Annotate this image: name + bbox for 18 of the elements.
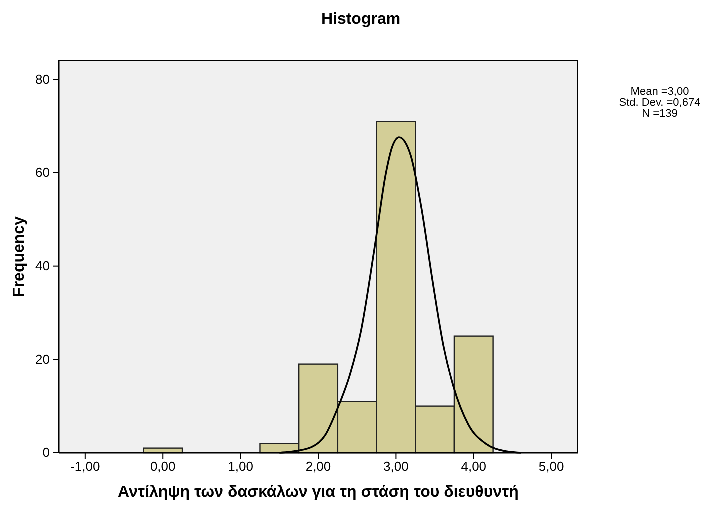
x-tick-label: 1,00: [228, 459, 254, 474]
x-tick-label: 2,00: [306, 459, 332, 474]
y-axis-title: Frequency: [11, 216, 28, 298]
y-tick-label: 20: [36, 352, 50, 367]
y-tick-label: 60: [36, 165, 50, 180]
text: Std. Dev. =0,674: [619, 97, 701, 109]
x-tick-label: 4,00: [461, 459, 487, 474]
x-tick-label: 0,00: [150, 459, 176, 474]
y-tick-label: 40: [36, 258, 50, 274]
text: N =139: [642, 108, 678, 120]
text: Mean =3,00: [630, 86, 690, 98]
y-tick-label: 0: [42, 445, 50, 460]
x-tick-label: 5,00: [538, 459, 564, 474]
y-tick-label: 80: [36, 72, 50, 87]
chart-title: Histogram: [321, 11, 401, 28]
x-axis-title: Αντίληψη των δασκάλων για τη στάση του διευθυντή: [118, 484, 519, 501]
x-tick-label: 3,00: [384, 459, 409, 474]
x-tick-label: -1,00: [70, 459, 100, 474]
